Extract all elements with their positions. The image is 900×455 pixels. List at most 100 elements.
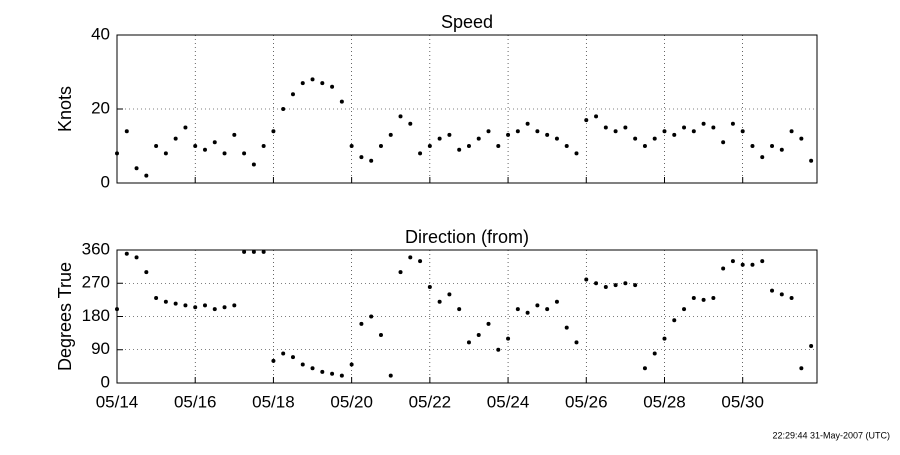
point — [281, 107, 286, 111]
point — [144, 270, 149, 275]
point — [574, 340, 579, 345]
point — [564, 325, 569, 330]
point — [134, 166, 139, 171]
point — [554, 299, 559, 304]
point — [378, 332, 383, 337]
point — [535, 303, 540, 308]
point — [789, 296, 794, 301]
point — [437, 299, 442, 304]
point — [398, 270, 403, 275]
point — [330, 84, 335, 89]
point — [369, 314, 374, 319]
point — [320, 369, 325, 374]
point — [476, 332, 481, 337]
point — [427, 284, 432, 289]
x-tick-label: 05/26 — [565, 392, 608, 411]
point — [388, 132, 393, 137]
point — [154, 144, 159, 148]
point — [799, 136, 804, 141]
point — [271, 129, 276, 134]
point — [789, 129, 794, 134]
point — [515, 129, 520, 134]
point — [730, 121, 735, 126]
point — [212, 307, 217, 312]
y-tick-label: 40 — [91, 24, 110, 43]
point — [584, 118, 589, 123]
point — [330, 371, 335, 376]
y-tick-label: 20 — [91, 98, 110, 117]
point — [124, 251, 129, 256]
point — [809, 344, 814, 349]
point — [740, 262, 745, 267]
point — [672, 132, 677, 137]
point — [378, 144, 383, 148]
point — [163, 299, 168, 304]
point — [359, 321, 364, 326]
point — [721, 140, 726, 145]
point — [672, 318, 677, 323]
point — [652, 136, 657, 141]
y-tick-label: 0 — [101, 372, 110, 391]
chart-title: Direction (from) — [405, 227, 529, 247]
point — [760, 259, 765, 264]
point — [496, 347, 501, 352]
point — [623, 125, 628, 130]
point — [701, 297, 706, 302]
point — [232, 303, 237, 308]
point — [750, 262, 755, 267]
point — [202, 147, 207, 152]
point — [642, 366, 647, 371]
point — [740, 129, 745, 134]
point — [202, 303, 207, 308]
y-axis-label: Degrees True — [55, 262, 75, 371]
point — [564, 144, 569, 148]
point — [779, 147, 784, 152]
chart-title: Speed — [441, 12, 493, 32]
point — [349, 144, 354, 148]
x-tick-label: 05/24 — [487, 392, 530, 411]
point — [320, 81, 325, 86]
point — [232, 132, 237, 137]
point — [173, 136, 178, 141]
point — [682, 307, 687, 312]
x-tick-label: 05/14 — [96, 392, 139, 411]
point — [545, 132, 550, 137]
point — [242, 249, 247, 254]
point — [652, 351, 657, 356]
point — [193, 305, 198, 310]
point — [222, 305, 227, 310]
point — [574, 151, 579, 156]
point — [779, 292, 784, 297]
point — [242, 151, 247, 156]
point — [134, 255, 139, 260]
point — [701, 121, 706, 126]
point — [584, 277, 589, 282]
point — [770, 144, 775, 148]
point — [760, 155, 765, 160]
point — [261, 144, 266, 148]
y-tick-label: 90 — [91, 339, 110, 358]
point — [349, 362, 354, 367]
point — [750, 144, 755, 148]
point — [359, 155, 364, 160]
point — [613, 283, 618, 288]
point — [418, 151, 423, 156]
x-tick-label: 05/18 — [252, 392, 295, 411]
axes-box — [116, 34, 818, 184]
point — [506, 336, 511, 341]
point — [408, 121, 413, 126]
point — [525, 121, 530, 126]
point — [300, 81, 305, 86]
x-tick-label: 05/28 — [643, 392, 686, 411]
point — [408, 255, 413, 260]
point — [163, 151, 168, 156]
point — [809, 158, 814, 163]
point — [281, 351, 286, 356]
point — [554, 136, 559, 141]
point — [261, 249, 266, 254]
point — [183, 125, 188, 130]
point — [222, 151, 227, 156]
x-tick-label: 05/20 — [330, 392, 373, 411]
point — [310, 366, 315, 371]
point — [466, 340, 471, 345]
